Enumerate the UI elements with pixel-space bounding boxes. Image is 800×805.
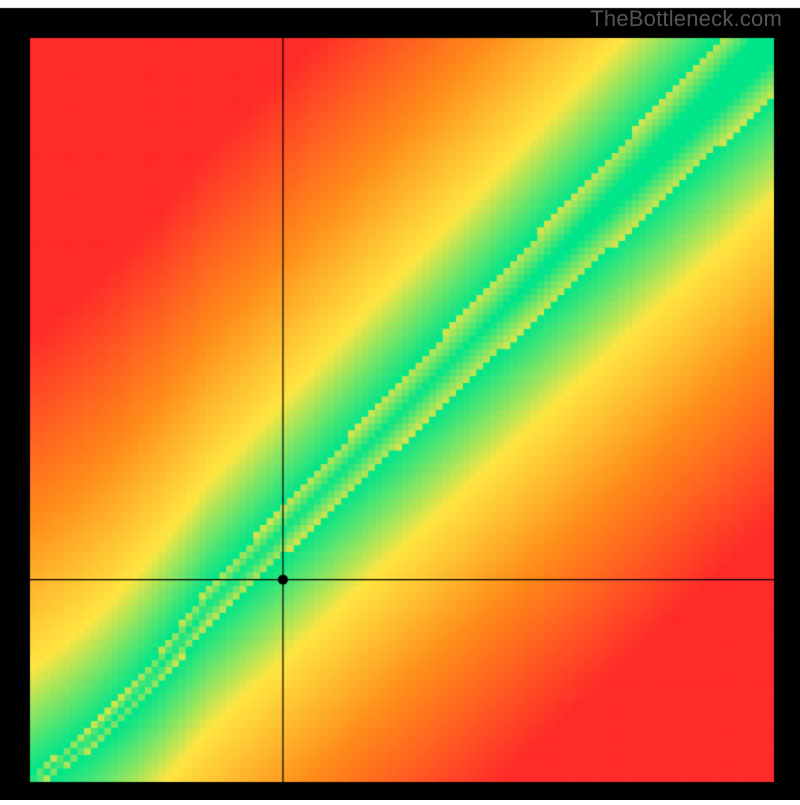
heatmap-canvas bbox=[0, 0, 800, 800]
chart-container: TheBottleneck.com bbox=[0, 0, 800, 800]
watermark-text: TheBottleneck.com bbox=[590, 6, 782, 32]
heatmap-canvas-wrap bbox=[0, 0, 800, 805]
